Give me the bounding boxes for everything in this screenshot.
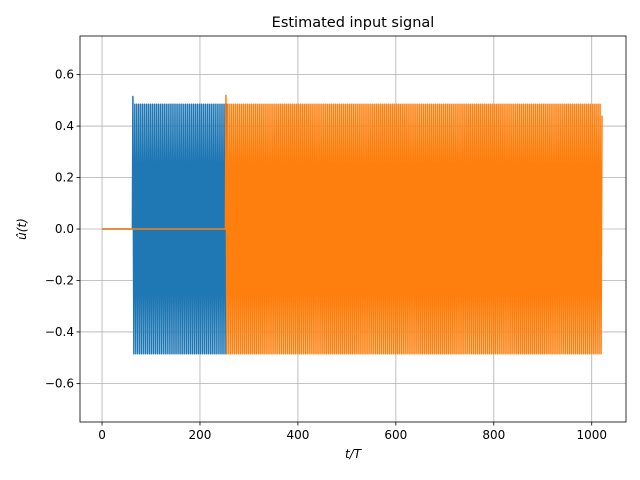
x-tick-label: 1000 (576, 428, 607, 442)
chart-title: Estimated input signal (272, 15, 435, 31)
y-tick-label: 0.4 (55, 119, 74, 133)
series-line-2 (102, 94, 603, 355)
y-tick-label: −0.4 (45, 325, 74, 339)
y-tick-label: 0.0 (55, 222, 74, 236)
series-layer (102, 94, 603, 355)
y-axis-label: û(t) (15, 218, 29, 240)
y-tick-label: 0.2 (55, 171, 74, 185)
x-tick-label: 600 (384, 428, 407, 442)
ticks: 0 200 400 600 800 1000 −0.6 −0.4 −0.2 0.0 0.2 0.4 0.… (45, 68, 607, 442)
x-tick-label: 0 (98, 428, 106, 442)
x-tick-label: 400 (286, 428, 309, 442)
x-tick-label: 800 (482, 428, 505, 442)
x-axis-label: t/T (345, 447, 363, 461)
y-tick-label: −0.2 (45, 273, 74, 287)
x-tick-label: 200 (189, 428, 212, 442)
y-tick-label: −0.6 (45, 376, 74, 390)
y-tick-label: 0.6 (55, 68, 74, 82)
